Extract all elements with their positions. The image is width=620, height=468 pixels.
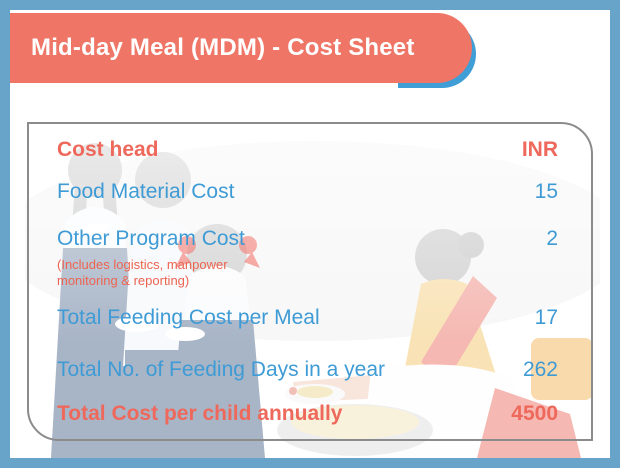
column-header-cost-head: Cost head — [57, 138, 159, 161]
table-row-total-feeding-cost: Total Feeding Cost per Meal 17 — [57, 306, 558, 329]
table-header-row: Cost head INR — [57, 138, 558, 161]
title-banner: Mid-day Meal (MDM) - Cost Sheet — [10, 13, 472, 83]
row-value: 15 — [534, 180, 558, 203]
row-label: Total Feeding Cost per Meal — [57, 306, 320, 329]
row-value: 262 — [522, 358, 558, 381]
row-value: 4500 — [511, 402, 558, 425]
column-header-inr: INR — [521, 138, 558, 161]
table-row-food-material-cost: Food Material Cost 15 — [57, 180, 558, 203]
row-label: Total No. of Feeding Days in a year — [57, 358, 386, 381]
table-row-feeding-days: Total No. of Feeding Days in a year 262 — [57, 358, 558, 381]
row-label: Food Material Cost — [57, 180, 235, 203]
row-value: 17 — [534, 306, 558, 329]
other-program-cost-note: (Includes logistics, manpower monitoring… — [57, 257, 228, 289]
children-meal-illustration — [25, 126, 600, 458]
row-value: 2 — [546, 227, 558, 250]
page-title: Mid-day Meal (MDM) - Cost Sheet — [31, 34, 415, 61]
row-label: Other Program Cost — [57, 227, 245, 250]
table-row-total-cost-annually: Total Cost per child annually 4500 — [57, 402, 558, 425]
cost-sheet-card: Cost head INR Food Material Cost 15 Othe… — [27, 122, 593, 441]
table-row-other-program-cost: Other Program Cost 2 — [57, 227, 558, 250]
row-label: Total Cost per child annually — [57, 402, 343, 425]
